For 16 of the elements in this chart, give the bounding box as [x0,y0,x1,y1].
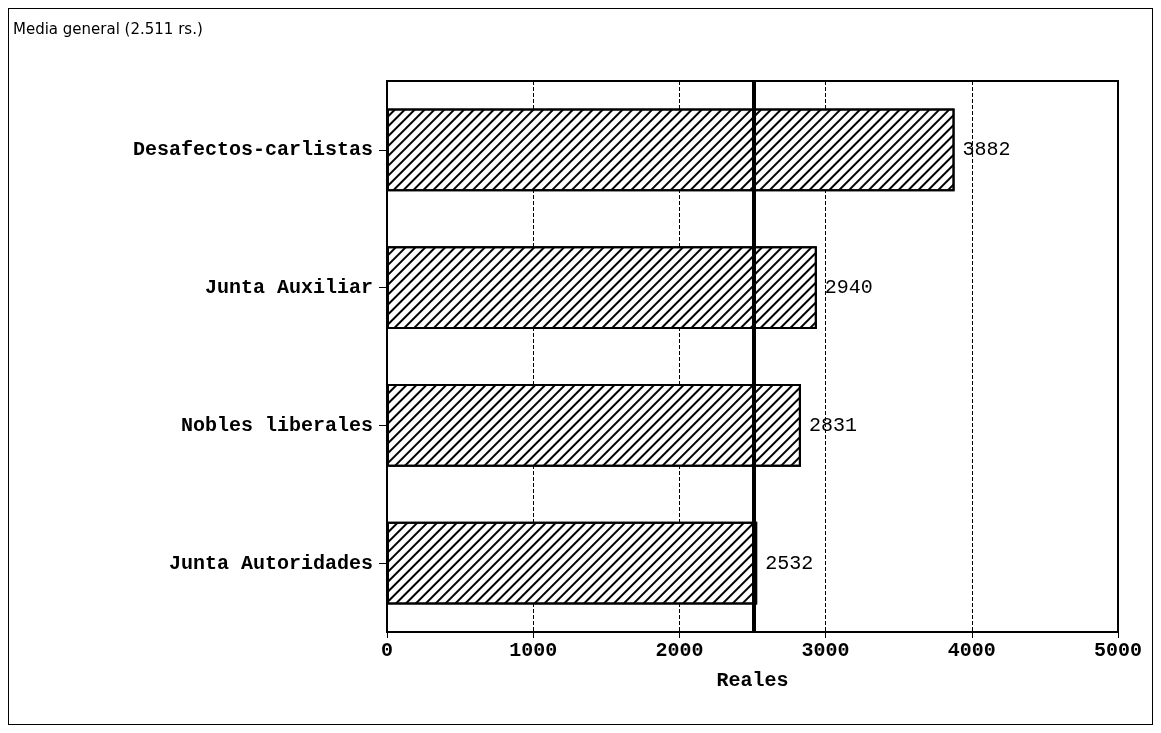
x-tick-label: 0 [380,638,394,662]
y-tick-label: Junta Auxiliar [204,276,373,300]
data-label: 2831 [808,413,857,437]
ref-line-label: Media general (2.511 rs.) [13,19,203,38]
data-label: 2532 [765,551,814,575]
x-tick-label: 3000 [801,638,850,662]
y-tick-label: Desafectos-carlistas [132,138,373,162]
data-label: 2940 [824,276,873,300]
x-tick-label: 2000 [655,638,704,662]
x-tick-label: 5000 [1093,638,1143,662]
x-tick-label: 1000 [509,638,558,662]
data-label: 3882 [962,138,1011,162]
y-tick-label: Nobles liberales [180,413,373,437]
y-tick-label: Junta Autoridades [168,551,373,575]
x-tick-label: 4000 [947,638,996,662]
x-axis-title: Reales [716,668,789,692]
